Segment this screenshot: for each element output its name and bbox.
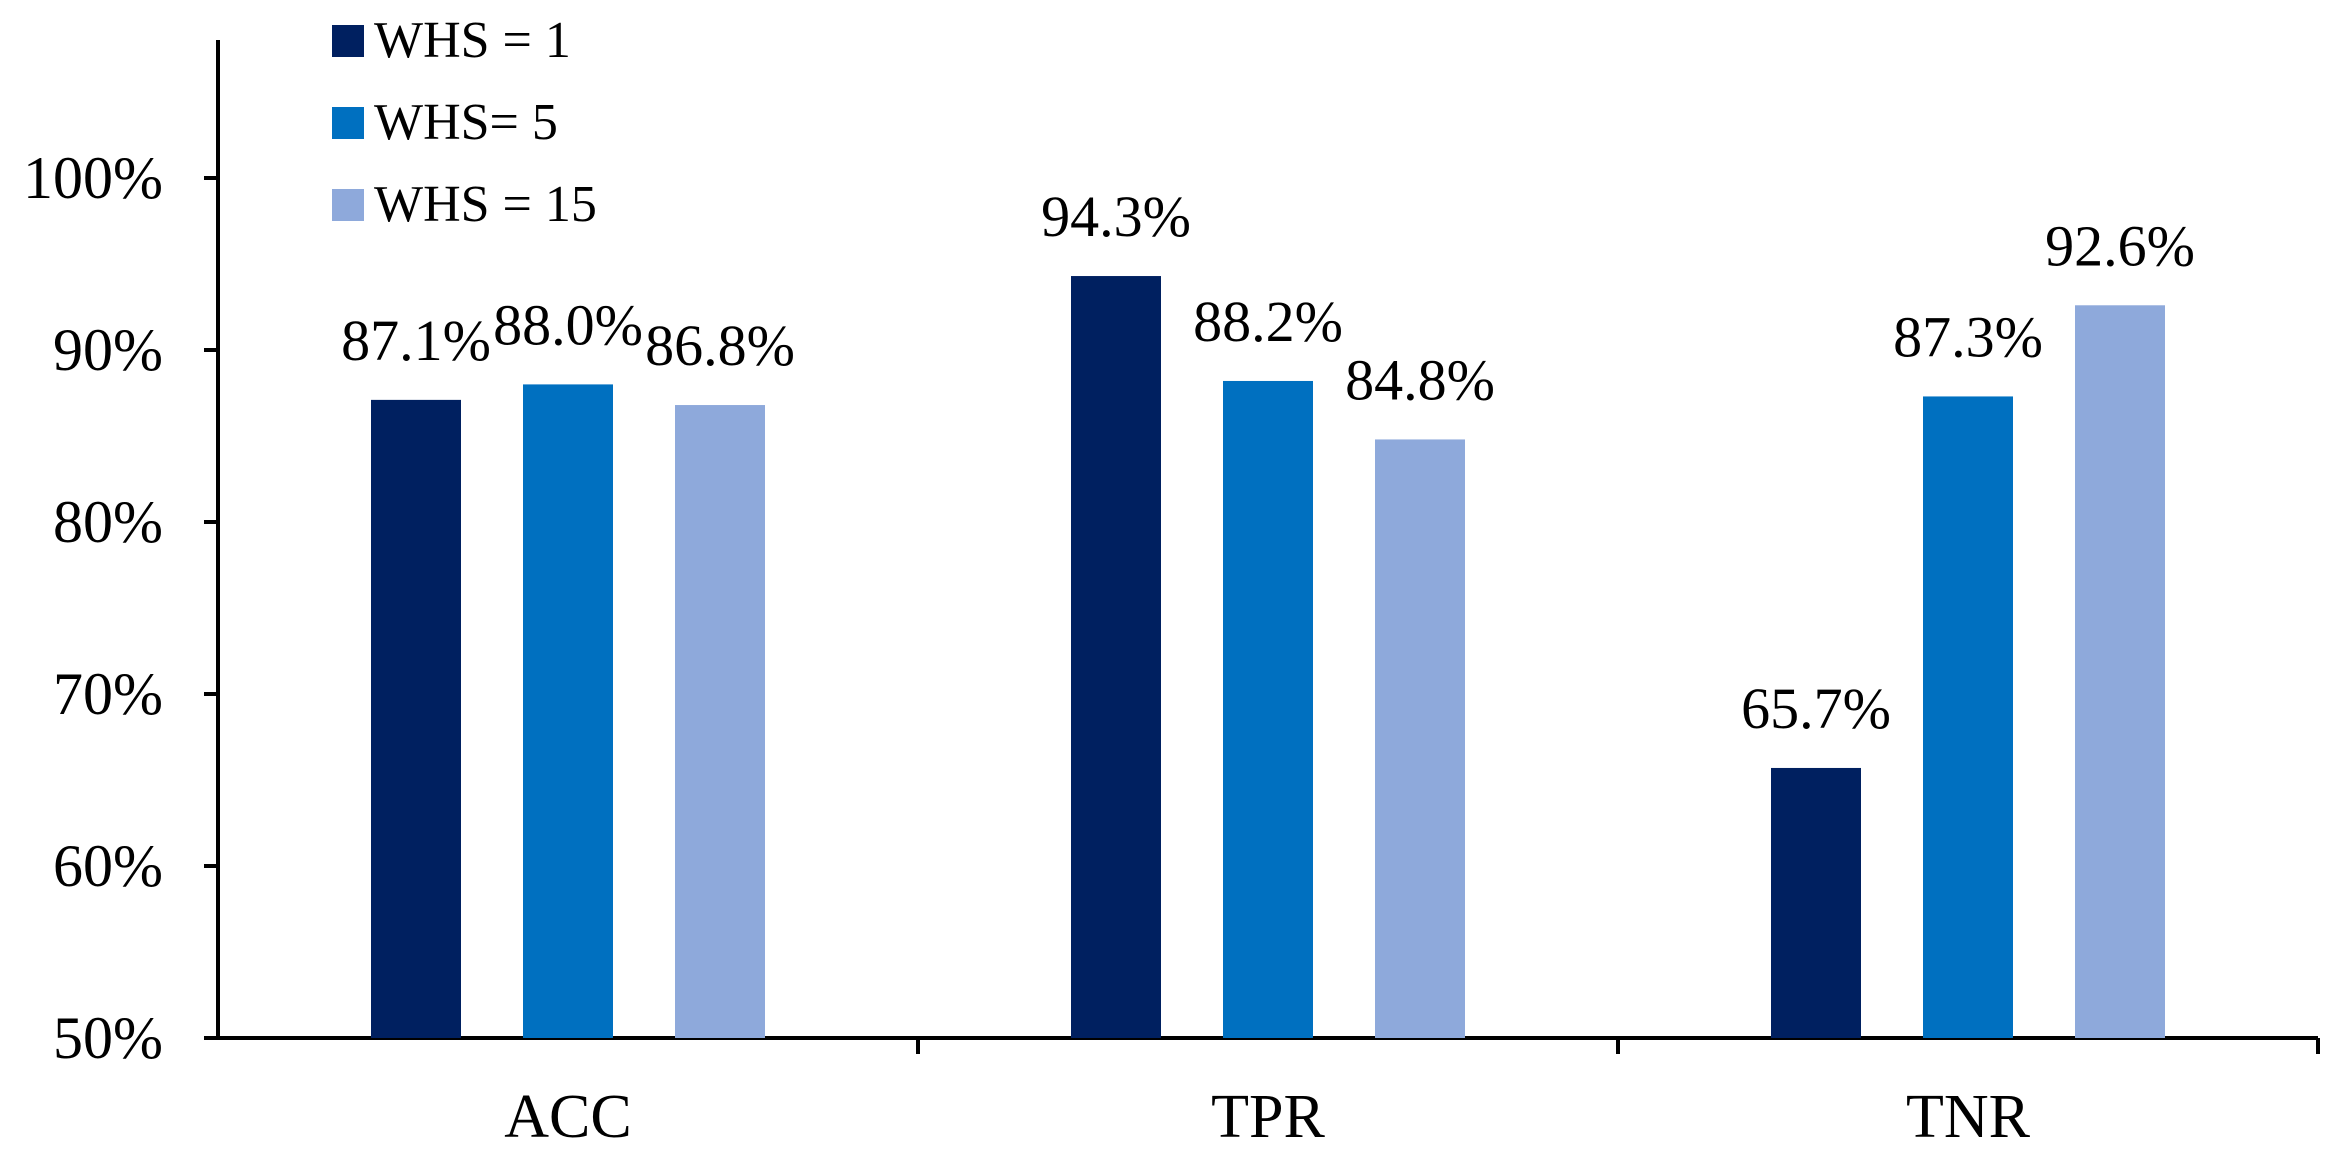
data-labels: 87.1% 94.3% 65.7% 88.0% 88.2% 87.3% 86.8% 84.8%… xyxy=(341,184,2195,741)
bar xyxy=(1071,276,1161,1038)
legend-swatch xyxy=(332,25,364,57)
category-label: TNR xyxy=(1906,1083,2031,1150)
y-axis: 50% 60% 70% 80% 90% 100% xyxy=(23,40,220,1071)
legend-swatch xyxy=(332,189,364,221)
legend-label: WHS = 1 xyxy=(374,12,571,69)
bar xyxy=(1923,396,2013,1038)
legend-label: WHS= 5 xyxy=(374,94,558,151)
bar xyxy=(1375,439,1465,1038)
y-tick-label: 100% xyxy=(23,145,163,211)
data-label: 88.2% xyxy=(1193,289,1343,354)
data-label: 65.7% xyxy=(1741,676,1891,741)
bars xyxy=(371,276,2165,1039)
data-label: 88.0% xyxy=(493,292,643,357)
data-label: 94.3% xyxy=(1041,184,1191,249)
data-label: 92.6% xyxy=(2045,213,2195,278)
bar xyxy=(523,384,613,1038)
y-tick-label: 60% xyxy=(53,833,163,899)
legend: WHS = 1 WHS= 5 WHS = 15 xyxy=(332,12,597,233)
data-label: 87.3% xyxy=(1893,304,2043,369)
data-label: 84.8% xyxy=(1345,347,1495,412)
category-label: ACC xyxy=(504,1083,631,1150)
bar xyxy=(1223,380,1313,1039)
legend-label: WHS = 15 xyxy=(374,176,597,233)
bar xyxy=(1771,767,1861,1038)
x-axis: ACC TPR TNR xyxy=(216,1036,2320,1150)
legend-swatch xyxy=(332,107,364,139)
y-tick-label: 80% xyxy=(53,489,163,555)
y-tick-label: 70% xyxy=(53,661,163,727)
bar xyxy=(675,405,765,1038)
bar xyxy=(2075,305,2165,1038)
bar xyxy=(371,399,461,1038)
y-tick-label: 50% xyxy=(53,1005,163,1071)
category-label: TPR xyxy=(1211,1083,1325,1150)
data-label: 87.1% xyxy=(341,308,491,373)
data-label: 86.8% xyxy=(645,313,795,378)
y-tick-label: 90% xyxy=(53,317,163,383)
